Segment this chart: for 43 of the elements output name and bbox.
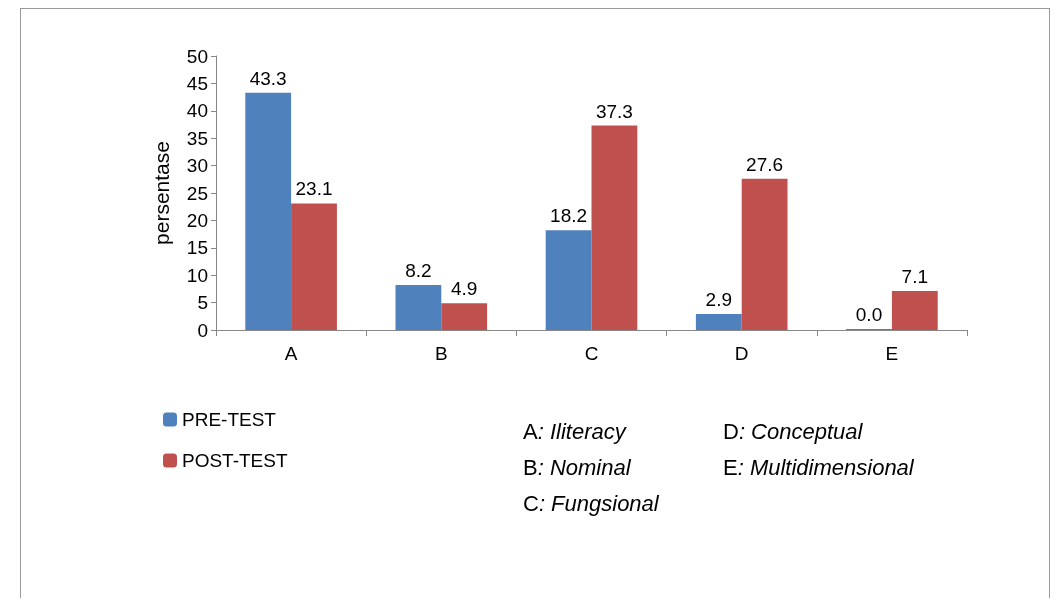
x-tick-label: E: [885, 343, 899, 364]
data-label: 8.2: [405, 260, 432, 282]
y-tick-label: 40: [186, 100, 208, 122]
y-tick-label: 10: [186, 264, 208, 286]
x-tick-label: B: [434, 343, 448, 364]
y-tick-label: 45: [186, 72, 208, 94]
data-label: 23.1: [295, 178, 333, 200]
y-tick-label: 50: [186, 45, 208, 67]
y-tick-label: 5: [197, 292, 208, 314]
y-tick-label: 0: [197, 319, 208, 341]
legend-label: POST-TEST: [182, 450, 288, 471]
y-axis-title: persentase: [150, 141, 173, 245]
y-tick-label: 25: [186, 182, 208, 204]
data-label: 2.9: [705, 289, 733, 311]
data-label: 7.1: [901, 266, 929, 288]
y-tick-label: 15: [186, 237, 208, 259]
text: C: Fungsional: [523, 490, 660, 516]
bar: [591, 125, 638, 330]
text: D: Conceptual: [723, 418, 864, 444]
bar: [891, 291, 938, 330]
legend-label: PRE-TEST: [182, 409, 277, 430]
bar: [291, 203, 337, 330]
data-label: 4.9: [450, 278, 478, 300]
bar: [245, 92, 292, 330]
bar: [395, 285, 442, 330]
text: B: Nominal: [523, 454, 632, 480]
y-tick-label: 35: [186, 127, 208, 149]
y-tick-label: 30: [186, 155, 208, 177]
text: A: Iliteracy: [523, 418, 628, 444]
bar: [545, 230, 592, 330]
data-label: 18.2: [550, 205, 588, 227]
text: E: Multidimensional: [723, 454, 915, 480]
data-label: 0.0: [855, 304, 883, 325]
data-label: 37.3: [595, 100, 633, 122]
bar: [695, 314, 742, 330]
bar: [441, 303, 488, 330]
y-tick-label: 20: [186, 209, 208, 231]
x-tick-label: D: [734, 343, 749, 364]
data-label: 43.3: [249, 67, 287, 89]
x-tick-label: A: [284, 343, 298, 364]
bar: [741, 178, 788, 330]
data-label: 27.6: [746, 153, 784, 175]
x-tick-label: C: [584, 343, 599, 364]
